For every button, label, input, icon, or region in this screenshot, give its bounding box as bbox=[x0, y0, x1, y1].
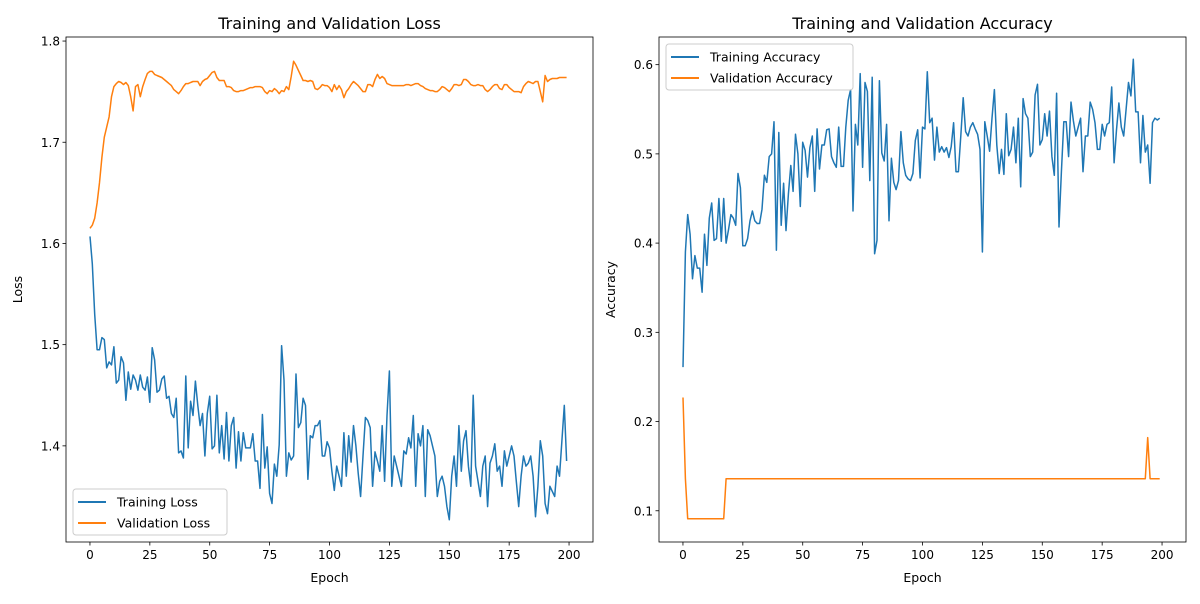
x-tick-label: 25 bbox=[142, 548, 157, 562]
axes-frame bbox=[658, 36, 1187, 543]
legend-box bbox=[665, 43, 854, 91]
series-line-training-loss bbox=[89, 236, 568, 521]
x-tick-label: 0 bbox=[679, 548, 687, 562]
x-tick-label: 50 bbox=[202, 548, 217, 562]
y-tick-label: 1.6 bbox=[41, 237, 60, 251]
chart-title: Training and Validation Loss bbox=[217, 14, 441, 33]
y-tick-label: 0.3 bbox=[634, 326, 653, 340]
y-tick-label: 0.4 bbox=[634, 237, 653, 251]
y-tick-label: 0.6 bbox=[634, 58, 653, 72]
x-tick-label: 100 bbox=[318, 548, 341, 562]
y-tick-label: 0.5 bbox=[634, 147, 653, 161]
legend: Training Accuracy Validation Accuracy bbox=[665, 43, 854, 91]
axes-frame bbox=[65, 36, 594, 543]
x-tick-label: 75 bbox=[855, 548, 870, 562]
series-line-validation-loss bbox=[89, 60, 567, 229]
y-tick-label: 1.7 bbox=[41, 136, 60, 150]
x-tick-label: 150 bbox=[438, 548, 461, 562]
y-tick-label: 1.5 bbox=[41, 338, 60, 352]
series-line-validation-accuracy bbox=[682, 397, 1160, 520]
legend-label: Validation Accuracy bbox=[710, 71, 833, 86]
x-tick-label: 25 bbox=[735, 548, 750, 562]
x-tick-label: 75 bbox=[262, 548, 277, 562]
x-tick-label: 125 bbox=[971, 548, 994, 562]
series-line-training-accuracy bbox=[682, 58, 1161, 368]
x-tick-label: 150 bbox=[1031, 548, 1054, 562]
y-tick-label: 1.8 bbox=[41, 35, 60, 49]
chart-title: Training and Validation Accuracy bbox=[791, 14, 1053, 33]
legend-label: Training Accuracy bbox=[709, 50, 821, 65]
legend-box bbox=[72, 488, 228, 536]
y-axis-label: Loss bbox=[10, 276, 25, 303]
y-axis-label: Accuracy bbox=[603, 260, 618, 318]
y-tick-label: 1.4 bbox=[41, 439, 60, 453]
x-tick-label: 125 bbox=[378, 548, 401, 562]
x-tick-label: 200 bbox=[1151, 548, 1174, 562]
x-axis-label: Epoch bbox=[310, 570, 348, 585]
x-tick-label: 175 bbox=[1091, 548, 1114, 562]
y-tick-label: 0.2 bbox=[634, 415, 653, 429]
x-axis-label: Epoch bbox=[903, 570, 941, 585]
x-tick-label: 175 bbox=[498, 548, 521, 562]
x-tick-label: 100 bbox=[911, 548, 934, 562]
subplot-1: 0 25 50 75 100 125 150 175 200 1.4 1.5 1.6 1.7 1.8 Tra… bbox=[10, 14, 594, 585]
subplot-2: 0 25 50 75 100 125 150 175 200 0.1 0.2 0.3 0.4 0.5 0.6… bbox=[603, 14, 1187, 585]
legend: Training Loss Validation Loss bbox=[72, 488, 228, 536]
x-tick-label: 50 bbox=[795, 548, 810, 562]
legend-label: Validation Loss bbox=[117, 516, 210, 531]
y-tick-label: 0.1 bbox=[634, 504, 653, 518]
legend-label: Training Loss bbox=[116, 495, 198, 510]
x-tick-label: 0 bbox=[86, 548, 94, 562]
x-tick-label: 200 bbox=[558, 548, 581, 562]
